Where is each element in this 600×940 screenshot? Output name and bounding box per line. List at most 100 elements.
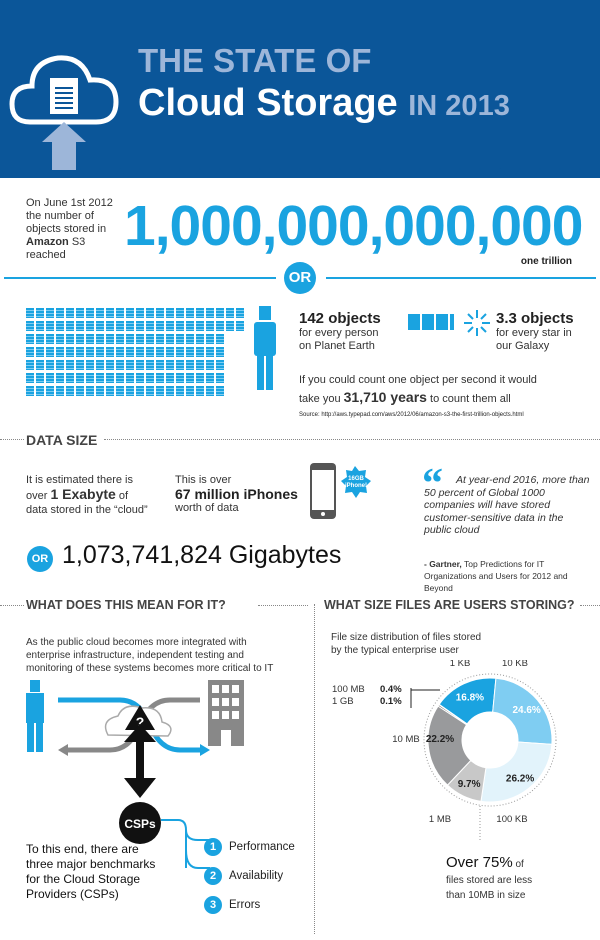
document-icon — [76, 347, 84, 357]
header-banner — [0, 0, 600, 178]
document-icon — [86, 373, 94, 383]
intro-line: the number of — [26, 210, 94, 222]
document-icon — [36, 373, 44, 383]
benchmark-label: Performance — [229, 840, 295, 853]
it-description: As the public cloud becomes more integra… — [26, 637, 274, 674]
per-person-value: 142 objects — [299, 310, 381, 327]
document-icon — [126, 373, 134, 383]
slice-value-label: 24.6% — [512, 705, 540, 716]
slice-value-label: 22.2% — [426, 734, 454, 745]
document-icon — [26, 360, 34, 370]
document-icon — [26, 321, 34, 331]
document-icon — [136, 321, 144, 331]
document-icon — [56, 334, 64, 344]
donut-slice-10kb — [492, 677, 553, 745]
document-icon — [126, 386, 134, 396]
document-icon — [126, 347, 134, 357]
divider — [580, 605, 600, 606]
document-icon — [36, 308, 44, 318]
document-icon — [96, 386, 104, 396]
document-icon — [106, 347, 114, 357]
gartner-quote: At year-end 2016, more than 50 percent o… — [424, 474, 590, 536]
per-star-text: our Galaxy — [496, 340, 550, 352]
document-icon — [96, 308, 104, 318]
document-icon — [176, 308, 184, 318]
document-icon — [66, 308, 74, 318]
document-icon — [216, 308, 224, 318]
document-icon — [166, 360, 174, 370]
iphone-stat: This is over 67 million iPhones worth of… — [175, 473, 298, 515]
document-icon — [96, 360, 104, 370]
exabyte-text: of — [115, 490, 129, 502]
benchmark-item: 1 Performance — [204, 832, 295, 861]
or-badge: OR — [284, 262, 316, 294]
files-description: File size distribution of files stored by… — [331, 631, 481, 657]
slice-value-label: 26.2% — [506, 773, 534, 784]
document-icon — [226, 321, 234, 331]
document-icon — [56, 386, 64, 396]
person-icon — [254, 306, 276, 390]
document-icon — [36, 347, 44, 357]
slice-category-label: 100 MB — [332, 684, 365, 695]
badge-text: iPhone! — [345, 483, 367, 489]
document-icon — [86, 347, 94, 357]
question-mark: ? — [136, 714, 145, 730]
document-icon — [116, 334, 124, 344]
divider — [258, 605, 308, 606]
document-icon — [126, 334, 134, 344]
document-icon — [36, 386, 44, 396]
exabyte-value: 1 Exabyte — [50, 486, 116, 502]
warning-icon — [125, 705, 155, 730]
document-icon — [226, 308, 234, 318]
source-link[interactable]: Source: http://aws.typepad.com/aws/2012/… — [299, 412, 524, 418]
benchmark-item: 3 Errors — [204, 890, 295, 919]
document-icon — [116, 373, 124, 383]
summary-value: Over 75% — [446, 854, 513, 871]
document-icon — [116, 347, 124, 357]
document-icon — [216, 321, 224, 331]
document-icon — [106, 360, 114, 370]
title-main: Cloud Storage — [138, 82, 398, 124]
document-icon — [176, 360, 184, 370]
gartner-name: - Gartner, — [424, 559, 462, 569]
benchmark-number: 2 — [204, 866, 222, 885]
document-icon — [86, 360, 94, 370]
document-icon — [196, 308, 204, 318]
document-icon — [26, 386, 34, 396]
document-icon — [176, 386, 184, 396]
document-icon — [166, 334, 174, 344]
benchmark-label: Availability — [229, 869, 284, 882]
document-icon — [66, 386, 74, 396]
leader-line — [410, 688, 440, 708]
donut-slice-10mb — [427, 705, 472, 786]
document-icon — [126, 360, 134, 370]
document-icon — [196, 347, 204, 357]
document-icon — [96, 321, 104, 331]
document-icon — [116, 360, 124, 370]
iphone-text: worth of data — [175, 502, 239, 514]
exabyte-text: over — [26, 490, 51, 502]
document-icon — [156, 321, 164, 331]
building-icon — [208, 680, 244, 746]
document-icon — [216, 373, 224, 383]
gartner-source: Top Predictions for IT Organizations and… — [424, 559, 568, 593]
document-icon — [156, 308, 164, 318]
title-year: IN 2013 — [408, 90, 510, 122]
document-icon — [146, 347, 154, 357]
document-icon — [136, 334, 144, 344]
divider — [326, 277, 596, 279]
document-icon — [166, 347, 174, 357]
document-icon — [66, 334, 74, 344]
csps-label: CSPs — [124, 817, 156, 831]
section-heading-files: WHAT SIZE FILES ARE USERS STORING? — [324, 598, 575, 612]
document-icon — [176, 334, 184, 344]
document-icon — [216, 386, 224, 396]
document-icon — [116, 308, 124, 318]
document-icon — [66, 360, 74, 370]
count-text: If you could count one object per second… — [299, 372, 537, 408]
document-icon — [156, 373, 164, 383]
document-icon — [26, 373, 34, 383]
document-icon — [186, 347, 194, 357]
document-icon — [136, 386, 144, 396]
documents-icon — [408, 314, 454, 330]
